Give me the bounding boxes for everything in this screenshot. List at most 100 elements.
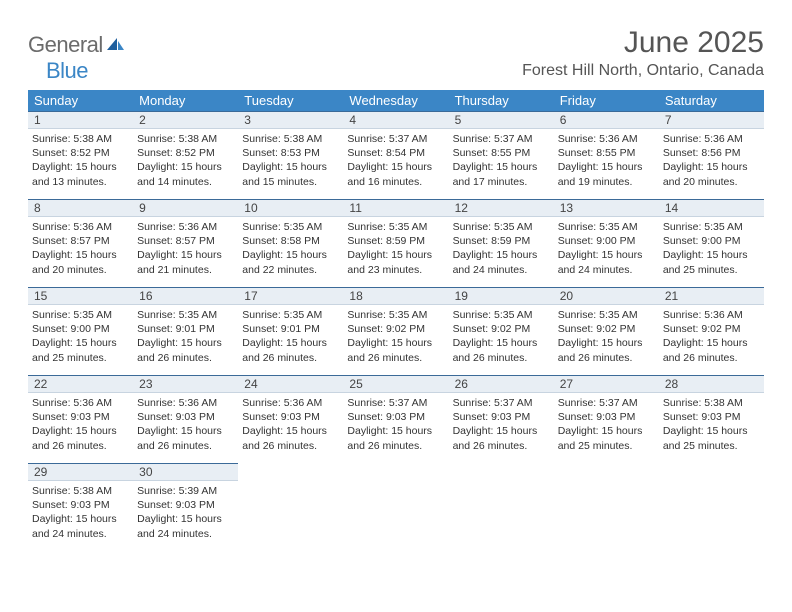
day-details: Sunrise: 5:35 AMSunset: 8:59 PMDaylight:… <box>343 217 448 277</box>
sunset-line: Sunset: 9:01 PM <box>137 322 234 336</box>
day-number: 7 <box>659 111 764 129</box>
sunset-line: Sunset: 9:03 PM <box>347 410 444 424</box>
day-number: 13 <box>554 199 659 217</box>
daylight-line: Daylight: 15 hours and 23 minutes. <box>347 248 444 276</box>
day-number: 26 <box>449 375 554 393</box>
weekday-header: Thursday <box>449 90 554 111</box>
day-details: Sunrise: 5:36 AMSunset: 8:55 PMDaylight:… <box>554 129 659 189</box>
day-details: Sunrise: 5:35 AMSunset: 9:02 PMDaylight:… <box>449 305 554 365</box>
sunset-line: Sunset: 9:03 PM <box>32 410 129 424</box>
daylight-line: Daylight: 15 hours and 26 minutes. <box>347 336 444 364</box>
day-details: Sunrise: 5:39 AMSunset: 9:03 PMDaylight:… <box>133 481 238 541</box>
day-number: 1 <box>28 111 133 129</box>
weekday-header: Friday <box>554 90 659 111</box>
day-details: Sunrise: 5:38 AMSunset: 8:53 PMDaylight:… <box>238 129 343 189</box>
day-details: Sunrise: 5:37 AMSunset: 9:03 PMDaylight:… <box>449 393 554 453</box>
sunrise-line: Sunrise: 5:37 AM <box>558 396 655 410</box>
sunrise-line: Sunrise: 5:36 AM <box>32 220 129 234</box>
calendar-cell: 17Sunrise: 5:35 AMSunset: 9:01 PMDayligh… <box>238 287 343 375</box>
daylight-line: Daylight: 15 hours and 24 minutes. <box>558 248 655 276</box>
day-details: Sunrise: 5:35 AMSunset: 9:00 PMDaylight:… <box>659 217 764 277</box>
day-details: Sunrise: 5:36 AMSunset: 8:57 PMDaylight:… <box>133 217 238 277</box>
day-details: Sunrise: 5:35 AMSunset: 9:01 PMDaylight:… <box>238 305 343 365</box>
calendar-cell: 1Sunrise: 5:38 AMSunset: 8:52 PMDaylight… <box>28 111 133 199</box>
sunset-line: Sunset: 8:55 PM <box>558 146 655 160</box>
day-number: 29 <box>28 463 133 481</box>
day-number: 21 <box>659 287 764 305</box>
sunrise-line: Sunrise: 5:38 AM <box>32 484 129 498</box>
day-details: Sunrise: 5:35 AMSunset: 9:00 PMDaylight:… <box>28 305 133 365</box>
day-number: 27 <box>554 375 659 393</box>
daylight-line: Daylight: 15 hours and 26 minutes. <box>558 336 655 364</box>
day-details: Sunrise: 5:38 AMSunset: 9:03 PMDaylight:… <box>28 481 133 541</box>
header: General Blue June 2025 Forest Hill North… <box>28 26 764 84</box>
day-details: Sunrise: 5:36 AMSunset: 9:03 PMDaylight:… <box>28 393 133 453</box>
sunrise-line: Sunrise: 5:35 AM <box>242 308 339 322</box>
sunset-line: Sunset: 9:00 PM <box>32 322 129 336</box>
calendar-cell: 21Sunrise: 5:36 AMSunset: 9:02 PMDayligh… <box>659 287 764 375</box>
weekday-header: Monday <box>133 90 238 111</box>
logo-text-general: General <box>28 32 103 57</box>
sunrise-line: Sunrise: 5:37 AM <box>453 132 550 146</box>
calendar-header-row: SundayMondayTuesdayWednesdayThursdayFrid… <box>28 90 764 111</box>
sunrise-line: Sunrise: 5:38 AM <box>663 396 760 410</box>
day-details: Sunrise: 5:35 AMSunset: 9:02 PMDaylight:… <box>343 305 448 365</box>
calendar-table: SundayMondayTuesdayWednesdayThursdayFrid… <box>28 90 764 551</box>
sunrise-line: Sunrise: 5:35 AM <box>32 308 129 322</box>
calendar-cell: 4Sunrise: 5:37 AMSunset: 8:54 PMDaylight… <box>343 111 448 199</box>
sunrise-line: Sunrise: 5:35 AM <box>558 308 655 322</box>
calendar-cell: 26Sunrise: 5:37 AMSunset: 9:03 PMDayligh… <box>449 375 554 463</box>
daylight-line: Daylight: 15 hours and 13 minutes. <box>32 160 129 188</box>
sunrise-line: Sunrise: 5:36 AM <box>663 308 760 322</box>
sunrise-line: Sunrise: 5:35 AM <box>453 220 550 234</box>
day-number: 18 <box>343 287 448 305</box>
day-details: Sunrise: 5:35 AMSunset: 8:58 PMDaylight:… <box>238 217 343 277</box>
calendar-cell: 29Sunrise: 5:38 AMSunset: 9:03 PMDayligh… <box>28 463 133 551</box>
day-number: 6 <box>554 111 659 129</box>
sunset-line: Sunset: 8:56 PM <box>663 146 760 160</box>
calendar-cell: 14Sunrise: 5:35 AMSunset: 9:00 PMDayligh… <box>659 199 764 287</box>
day-number: 24 <box>238 375 343 393</box>
day-number: 30 <box>133 463 238 481</box>
sunset-line: Sunset: 9:00 PM <box>663 234 760 248</box>
daylight-line: Daylight: 15 hours and 26 minutes. <box>453 336 550 364</box>
calendar-cell: 28Sunrise: 5:38 AMSunset: 9:03 PMDayligh… <box>659 375 764 463</box>
weekday-header: Tuesday <box>238 90 343 111</box>
calendar-cell: 20Sunrise: 5:35 AMSunset: 9:02 PMDayligh… <box>554 287 659 375</box>
day-details: Sunrise: 5:36 AMSunset: 9:02 PMDaylight:… <box>659 305 764 365</box>
daylight-line: Daylight: 15 hours and 24 minutes. <box>453 248 550 276</box>
day-number: 23 <box>133 375 238 393</box>
day-number: 28 <box>659 375 764 393</box>
sunrise-line: Sunrise: 5:35 AM <box>453 308 550 322</box>
title-block: June 2025 Forest Hill North, Ontario, Ca… <box>522 26 764 80</box>
sunset-line: Sunset: 9:03 PM <box>663 410 760 424</box>
sunset-line: Sunset: 9:03 PM <box>137 410 234 424</box>
sunset-line: Sunset: 8:52 PM <box>137 146 234 160</box>
daylight-line: Daylight: 15 hours and 19 minutes. <box>558 160 655 188</box>
sunset-line: Sunset: 9:03 PM <box>558 410 655 424</box>
sunset-line: Sunset: 9:02 PM <box>558 322 655 336</box>
day-details: Sunrise: 5:36 AMSunset: 8:56 PMDaylight:… <box>659 129 764 189</box>
sunset-line: Sunset: 9:03 PM <box>137 498 234 512</box>
daylight-line: Daylight: 15 hours and 25 minutes. <box>32 336 129 364</box>
daylight-line: Daylight: 15 hours and 26 minutes. <box>137 424 234 452</box>
daylight-line: Daylight: 15 hours and 15 minutes. <box>242 160 339 188</box>
day-details: Sunrise: 5:38 AMSunset: 8:52 PMDaylight:… <box>28 129 133 189</box>
weekday-header: Wednesday <box>343 90 448 111</box>
daylight-line: Daylight: 15 hours and 26 minutes. <box>242 424 339 452</box>
calendar-cell: 5Sunrise: 5:37 AMSunset: 8:55 PMDaylight… <box>449 111 554 199</box>
day-details: Sunrise: 5:37 AMSunset: 8:55 PMDaylight:… <box>449 129 554 189</box>
calendar-cell: 18Sunrise: 5:35 AMSunset: 9:02 PMDayligh… <box>343 287 448 375</box>
day-number: 12 <box>449 199 554 217</box>
sunset-line: Sunset: 8:59 PM <box>347 234 444 248</box>
sunset-line: Sunset: 9:01 PM <box>242 322 339 336</box>
calendar-cell: 24Sunrise: 5:36 AMSunset: 9:03 PMDayligh… <box>238 375 343 463</box>
weekday-header: Sunday <box>28 90 133 111</box>
day-details: Sunrise: 5:35 AMSunset: 9:02 PMDaylight:… <box>554 305 659 365</box>
calendar-body: 1Sunrise: 5:38 AMSunset: 8:52 PMDaylight… <box>28 111 764 551</box>
daylight-line: Daylight: 15 hours and 24 minutes. <box>137 512 234 540</box>
sunrise-line: Sunrise: 5:39 AM <box>137 484 234 498</box>
daylight-line: Daylight: 15 hours and 25 minutes. <box>663 248 760 276</box>
sunrise-line: Sunrise: 5:35 AM <box>663 220 760 234</box>
calendar-cell: 8Sunrise: 5:36 AMSunset: 8:57 PMDaylight… <box>28 199 133 287</box>
